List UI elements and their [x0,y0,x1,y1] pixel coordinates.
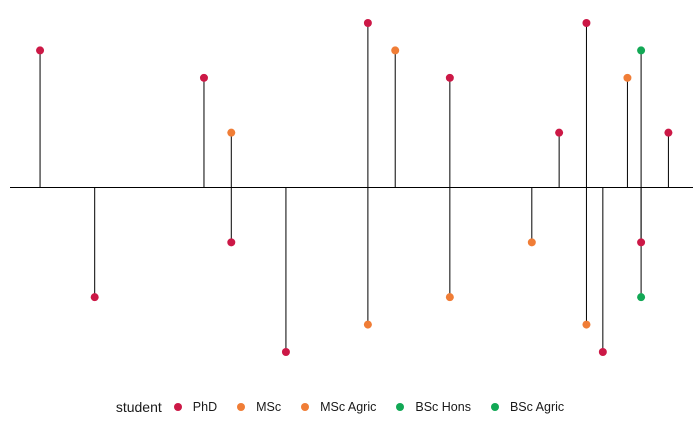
point-9 [391,46,400,55]
point-13 [555,128,564,137]
point-21 [664,128,673,137]
point-2 [90,293,99,302]
stems-layer [39,23,669,352]
legend-items: PhD MSc MSc Agric BSc Hons BSc Agric [173,400,584,414]
point-10 [445,73,454,82]
points-layer [36,19,673,356]
point-18 [637,46,646,55]
legend-item-5: BSc Agric [490,400,565,414]
point-6 [281,348,290,356]
legend-item-4: BSc Hons [396,400,471,414]
point-11 [445,293,454,302]
point-14 [582,19,591,27]
point-19 [637,238,646,247]
point-20 [637,293,646,302]
legend-swatch [237,403,246,411]
point-16 [598,348,607,356]
point-5 [227,238,236,247]
legend-item-2: MSc [237,400,281,414]
legend-label: PhD [192,400,218,414]
point-7 [363,19,372,27]
legend-label: MSc Agric [320,400,377,414]
point-8 [363,320,372,329]
point-4 [227,128,236,137]
point-12 [527,238,536,247]
point-17 [623,73,632,82]
legend: student PhD MSc MSc Agric BSc Hons BSc Agric [0,396,700,418]
legend-item-1: PhD [173,400,218,414]
legend-swatch [173,403,182,411]
legend-title: student [115,399,162,415]
legend-swatch [396,403,405,411]
legend-label: MSc [256,400,282,414]
legend-label: BSc Agric [509,400,565,414]
point-3 [199,73,208,82]
point-1 [36,46,45,55]
point-15 [582,320,591,329]
legend-swatch [490,403,499,411]
legend-label: BSc Hons [415,400,471,414]
legend-item-3: MSc Agric [301,400,376,414]
legend-swatch [301,403,310,411]
